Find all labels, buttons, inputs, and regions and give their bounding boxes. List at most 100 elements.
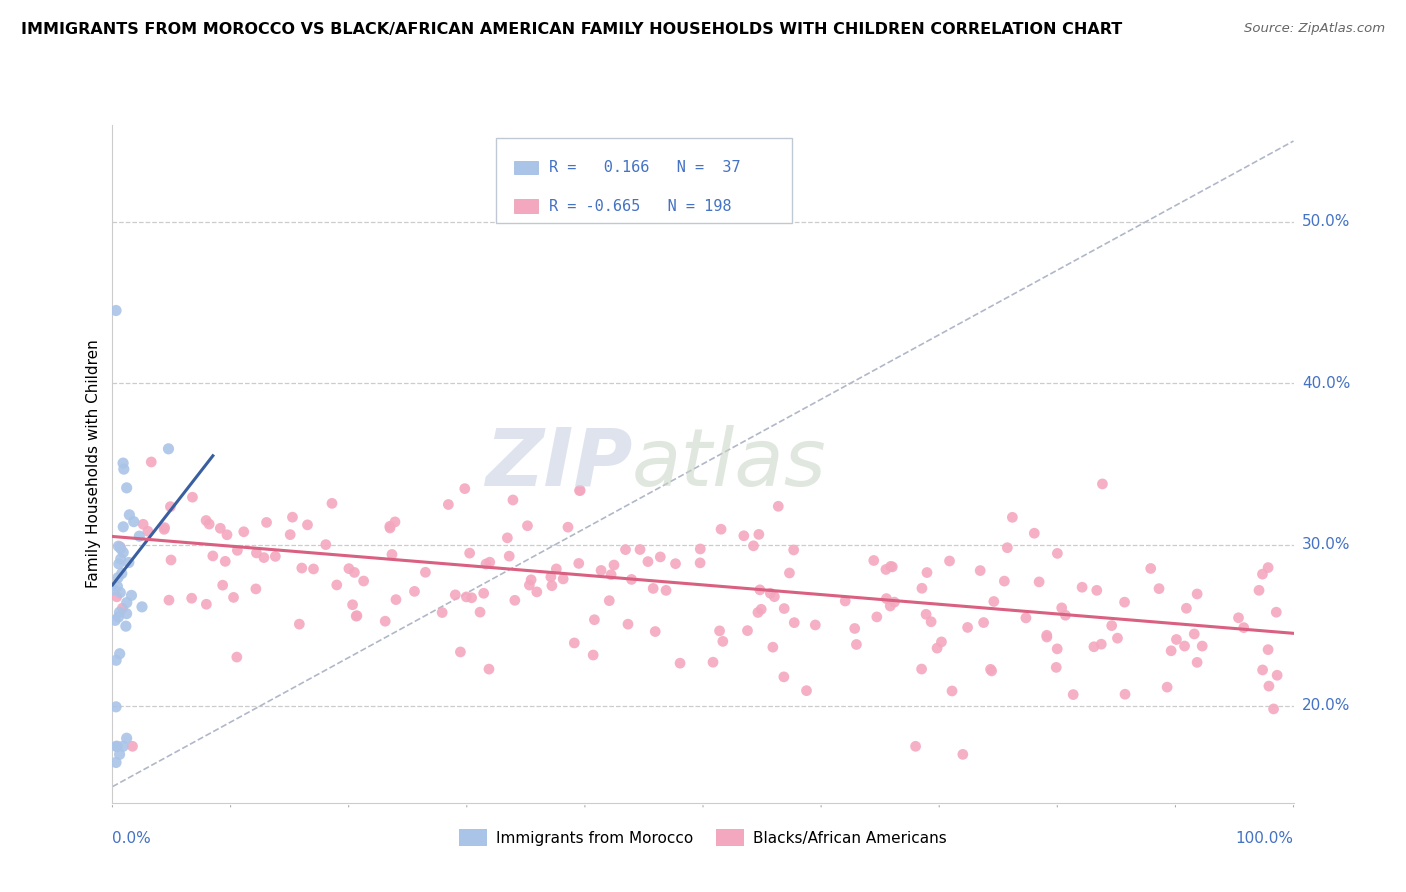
Point <box>209 521 232 535</box>
Point <box>664 557 686 571</box>
Point <box>195 514 218 528</box>
Point <box>437 498 460 512</box>
Point <box>591 564 613 578</box>
Point <box>136 524 159 539</box>
Point <box>1036 630 1059 644</box>
Point <box>385 592 408 607</box>
Point <box>845 638 868 652</box>
Point <box>374 614 396 628</box>
Point <box>834 594 856 608</box>
Point <box>108 605 131 619</box>
Point <box>980 662 1002 676</box>
Point <box>458 546 481 560</box>
Point <box>381 548 404 562</box>
Point <box>111 566 134 581</box>
Point <box>226 543 249 558</box>
Point <box>920 615 942 629</box>
Point <box>346 608 368 623</box>
Point <box>1265 605 1288 619</box>
Point <box>768 500 790 514</box>
Point <box>141 455 163 469</box>
Point <box>1139 561 1161 575</box>
Point <box>643 582 665 596</box>
Point <box>862 553 884 567</box>
Text: 40.0%: 40.0% <box>1302 376 1350 391</box>
Point <box>496 531 519 545</box>
Point <box>108 747 131 762</box>
Point <box>1156 680 1178 694</box>
Point <box>132 517 155 532</box>
Point <box>105 699 128 714</box>
Point <box>637 555 659 569</box>
Point <box>105 590 128 604</box>
Point <box>1071 580 1094 594</box>
Point <box>342 598 364 612</box>
Point <box>118 508 141 522</box>
Point <box>121 739 143 754</box>
FancyBboxPatch shape <box>515 200 537 213</box>
Point <box>603 558 626 572</box>
Text: atlas: atlas <box>633 425 827 503</box>
Point <box>107 610 129 624</box>
Point <box>454 482 477 496</box>
Point <box>911 581 934 595</box>
Point <box>689 556 711 570</box>
Point <box>844 622 866 636</box>
Point <box>115 731 138 746</box>
Point <box>568 557 591 571</box>
Point <box>1160 644 1182 658</box>
Point <box>1045 660 1067 674</box>
Point <box>105 739 128 754</box>
Point <box>689 541 711 556</box>
Text: 20.0%: 20.0% <box>1302 698 1350 714</box>
Point <box>1166 632 1188 647</box>
Point <box>762 640 785 655</box>
Point <box>264 549 287 564</box>
Point <box>112 520 135 534</box>
Point <box>747 606 769 620</box>
Point <box>108 647 131 661</box>
Point <box>1083 640 1105 654</box>
Point <box>232 524 254 539</box>
Point <box>105 756 128 770</box>
Point <box>773 601 796 615</box>
Point <box>1050 600 1073 615</box>
Point <box>600 567 623 582</box>
Point <box>980 664 1002 678</box>
Point <box>131 599 153 614</box>
Point <box>297 517 319 532</box>
Text: 0.0%: 0.0% <box>112 830 152 846</box>
Point <box>222 591 245 605</box>
Point <box>569 483 592 498</box>
Point <box>804 618 827 632</box>
Point <box>1265 668 1288 682</box>
Point <box>1085 583 1108 598</box>
Point <box>225 650 247 665</box>
Point <box>1185 656 1208 670</box>
Point <box>1001 510 1024 524</box>
Point <box>520 573 543 587</box>
Point <box>444 588 467 602</box>
Point <box>302 562 325 576</box>
Point <box>655 583 678 598</box>
Text: ZIP: ZIP <box>485 425 633 503</box>
Point <box>620 573 643 587</box>
Point <box>1233 621 1256 635</box>
Point <box>702 655 724 669</box>
Point <box>733 529 755 543</box>
Point <box>253 550 276 565</box>
Point <box>650 549 672 564</box>
Point <box>995 541 1018 555</box>
Point <box>256 516 278 530</box>
Point <box>153 520 176 534</box>
Point <box>1101 618 1123 632</box>
Point <box>112 456 135 470</box>
Point <box>468 605 491 619</box>
Point <box>344 609 367 624</box>
Point <box>956 620 979 634</box>
Point <box>628 542 651 557</box>
Point <box>880 559 903 574</box>
Point <box>1090 637 1112 651</box>
Point <box>875 562 897 576</box>
Point <box>773 670 796 684</box>
